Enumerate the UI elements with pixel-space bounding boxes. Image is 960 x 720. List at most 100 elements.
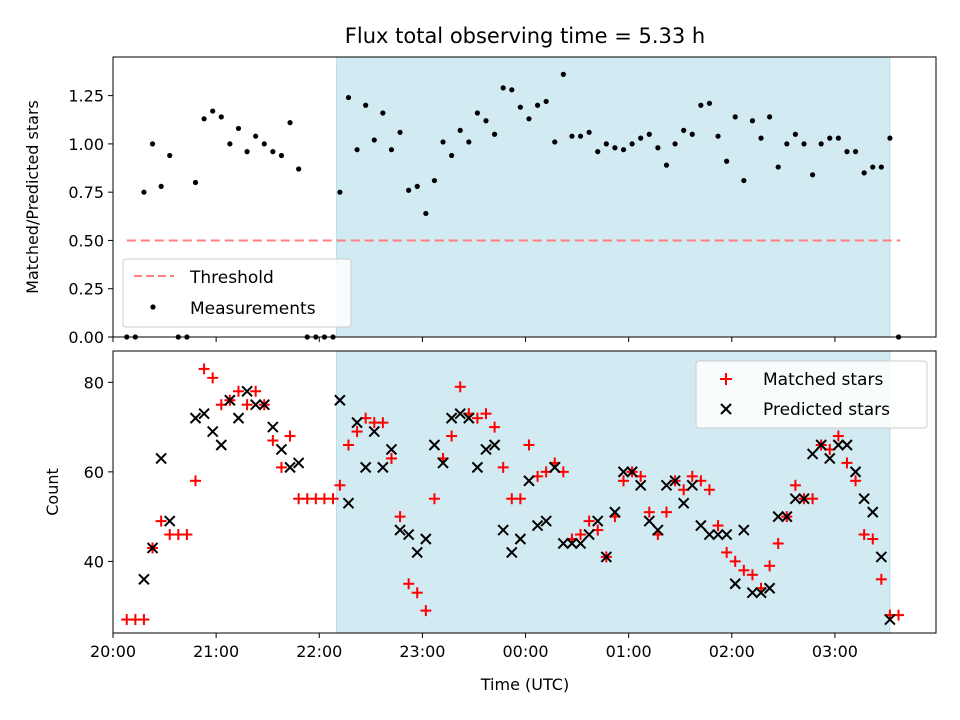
legend-measurements-label: Measurements xyxy=(190,299,316,319)
measurement-point xyxy=(749,118,756,124)
predicted-star-marker xyxy=(445,412,458,424)
measurement-point xyxy=(775,164,781,170)
measurements-layer xyxy=(124,71,902,340)
measurement-point xyxy=(577,133,584,139)
predicted-star-marker xyxy=(789,493,802,505)
measurement-point xyxy=(363,102,369,108)
matched-star-marker xyxy=(284,430,296,442)
measurement-point xyxy=(827,135,833,141)
predicted-star-marker xyxy=(198,407,210,420)
y-tick-label: 40 xyxy=(84,552,104,571)
matched-star-marker xyxy=(411,587,423,599)
predicted-star-marker xyxy=(815,439,827,451)
predicted-star-marker xyxy=(292,457,305,469)
x-axis-label: Time (UTC) xyxy=(480,675,569,694)
predicted-star-marker xyxy=(267,421,279,433)
matched-star-marker xyxy=(497,461,509,473)
measurement-point xyxy=(210,108,216,114)
measurement-point xyxy=(158,183,164,189)
matched-star-marker xyxy=(342,439,354,451)
measurement-point xyxy=(698,102,704,108)
measurement-point xyxy=(629,141,635,147)
y-tick-label: 0.25 xyxy=(68,280,104,299)
predicted-star-marker xyxy=(660,479,673,491)
predicted-star-marker xyxy=(523,475,535,487)
matched-star-marker xyxy=(471,412,483,424)
measurement-point xyxy=(440,139,446,145)
measurement-point xyxy=(681,127,687,133)
legend-matched-label: Matched stars xyxy=(763,370,883,390)
matched-star-marker xyxy=(618,475,630,487)
x-tick-label: 00:00 xyxy=(502,642,548,661)
top-legend-box xyxy=(122,258,352,328)
measurement-point xyxy=(345,94,352,101)
predicted-star-marker xyxy=(634,479,647,491)
x-tick-label: 21:00 xyxy=(193,642,239,661)
measurement-point xyxy=(397,129,403,135)
measurement-point xyxy=(466,139,472,145)
measurement-point xyxy=(887,135,893,141)
predicted-star-marker xyxy=(480,443,492,456)
predicted-star-marker xyxy=(849,466,862,478)
matched-star-marker xyxy=(660,506,672,518)
predicted-star-marker xyxy=(394,524,406,536)
predicted-star-marker xyxy=(626,466,638,478)
legend-predicted-swatch xyxy=(720,403,732,415)
measurement-point xyxy=(192,179,199,186)
predicted-star-marker xyxy=(574,537,587,550)
bottom-y-axis-label: Count xyxy=(43,468,62,516)
predicted-star-marker xyxy=(531,519,544,532)
measurement-point xyxy=(732,114,738,120)
measurement-point xyxy=(423,210,429,217)
y-tick-label: 60 xyxy=(84,463,104,482)
measurement-point xyxy=(474,110,481,116)
bottom-y-ticks: 40 60 80 xyxy=(84,373,113,571)
measurement-point xyxy=(261,141,267,147)
x-tick-label: 02:00 xyxy=(709,642,755,661)
predicted-star-marker xyxy=(540,515,552,527)
x-tick-label: 01:00 xyxy=(606,642,652,661)
predicted-star-marker xyxy=(224,394,236,406)
chart-title: Flux total observing time = 5.33 h xyxy=(345,24,705,48)
predicted-star-marker xyxy=(557,537,570,550)
measurement-point xyxy=(878,164,884,170)
predicted-star-marker xyxy=(798,493,810,505)
matched-star-marker xyxy=(746,569,758,581)
predicted-star-marker xyxy=(506,546,518,559)
predicted-stars-layer xyxy=(138,385,896,626)
bottom-panel: 20:00 21:00 22:00 23:00 00:00 01:00 02:00 03:00… xyxy=(43,350,937,694)
measurement-point xyxy=(287,120,293,126)
x-tick-label: 03:00 xyxy=(812,642,858,661)
bottom-legend: Matched stars Predicted stars xyxy=(695,360,928,429)
y-tick-label: 1.25 xyxy=(68,87,104,106)
measurement-point xyxy=(646,131,652,137)
predicted-star-marker xyxy=(583,528,595,541)
top-axes-frame xyxy=(112,56,937,338)
measurement-point xyxy=(380,110,386,116)
predicted-star-marker xyxy=(772,510,784,523)
measurement-point xyxy=(655,145,661,151)
measurement-point xyxy=(414,183,420,189)
measurement-point xyxy=(603,141,609,147)
predicted-star-marker xyxy=(720,528,733,541)
measurement-point xyxy=(526,116,532,122)
predicted-star-marker xyxy=(377,461,389,474)
y-tick-label: 0.00 xyxy=(68,328,104,347)
matched-star-marker xyxy=(190,475,202,487)
matched-star-marker xyxy=(420,605,432,617)
measurement-point xyxy=(663,162,670,168)
predicted-star-marker xyxy=(402,528,415,541)
predicted-star-marker xyxy=(703,528,716,541)
bottom-legend-box xyxy=(695,360,928,429)
matched-star-marker xyxy=(207,372,219,384)
measurement-point xyxy=(431,177,438,184)
matched-star-marker xyxy=(729,555,741,567)
predicted-star-marker xyxy=(566,537,578,550)
predicted-star-marker xyxy=(738,524,750,536)
matched-star-marker xyxy=(764,560,776,572)
matched-star-marker xyxy=(377,417,389,429)
predicted-star-marker xyxy=(488,439,501,451)
predicted-star-marker xyxy=(342,497,355,509)
matched-star-marker xyxy=(155,515,167,527)
measurement-point xyxy=(253,133,259,139)
